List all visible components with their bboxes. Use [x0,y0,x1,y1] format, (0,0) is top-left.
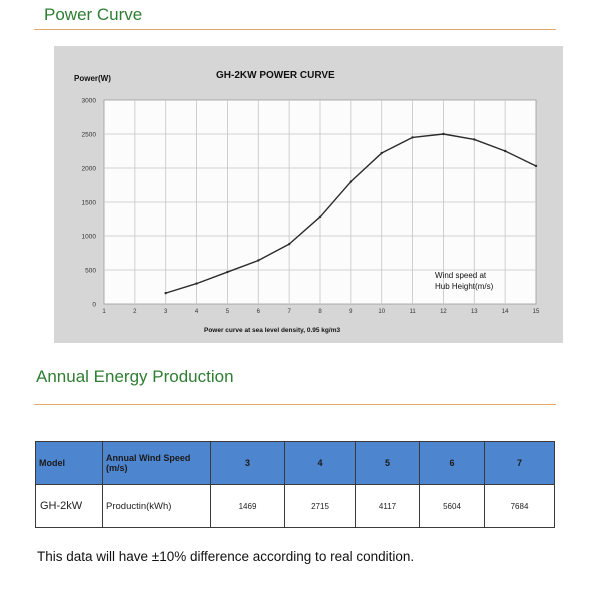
x-tick-label: 5 [226,309,230,315]
table-header-row: Model Annual Wind Speed (m/s) 3 4 5 6 7 [35,441,555,485]
x-tick-label: 8 [318,309,322,315]
y-tick-label: 2500 [82,132,97,139]
power-curve-heading: Power Curve [44,5,143,24]
y-tick-label: 2000 [82,166,97,173]
header-speed-6: 6 [419,441,485,485]
power-data-point [349,180,353,183]
x-tick-label: 2 [133,309,137,315]
power-data-point [411,136,414,139]
header-model: Model [35,441,103,485]
y-axis-top-label: Power(W) [74,74,111,83]
production-label-cell: Productin(kWh) [102,484,211,528]
header-speed-4: 4 [284,441,356,485]
power-data-point [195,282,198,285]
power-data-point [164,291,167,295]
annotation-line-2: Hub Height(m/s) [435,282,494,291]
production-at-4: 2715 [284,484,356,528]
header-speed-5: 5 [355,441,420,485]
x-tick-label: 3 [164,309,168,315]
header-speed-7: 7 [484,441,555,485]
model-cell: GH-2kW [35,484,103,528]
power-data-point [534,164,538,168]
x-tick-label: 6 [257,309,261,315]
chart-title: GH-2KW POWER CURVE [216,70,335,81]
annual-energy-heading: Annual Energy Production [36,367,234,386]
x-tick-label: 7 [287,309,291,315]
power-data-point [226,270,229,274]
power-data-point [380,151,383,155]
x-tick-label: 10 [378,309,385,315]
y-tick-label: 1000 [82,234,97,241]
annual-energy-divider [34,404,556,405]
x-tick-label: 13 [471,309,478,315]
x-tick-label: 12 [440,309,447,315]
y-tick-label: 0 [92,302,96,309]
y-tick-label: 3000 [82,98,97,105]
x-tick-label: 1 [102,309,106,315]
production-at-5: 4117 [355,484,420,528]
y-tick-label: 500 [85,268,96,275]
production-at-7: 7684 [484,484,555,528]
annotation-line-1: Wind speed at [435,271,487,280]
production-at-6: 5604 [419,484,485,528]
power-data-point [318,215,322,219]
y-tick-label: 1500 [82,200,97,207]
power-data-point [257,259,260,262]
header-speed-3: 3 [210,441,285,485]
x-tick-label: 9 [349,309,353,315]
x-tick-label: 14 [502,309,509,315]
x-tick-label: 4 [195,309,199,315]
accuracy-footnote: This data will have ±10% difference acco… [37,549,415,564]
power-data-point [442,132,445,136]
power-data-point [503,149,507,153]
x-tick-label: 15 [533,309,540,315]
table-row: GH-2kW Productin(kWh) 1469 2715 4117 560… [35,484,555,528]
power-data-point [287,242,291,246]
production-at-3: 1469 [210,484,285,528]
power-data-point [473,138,476,141]
x-axis-label: Power curve at sea level density, 0.95 k… [204,327,340,334]
power-curve-divider [34,29,556,30]
annual-energy-table: Model Annual Wind Speed (m/s) 3 4 5 6 7 … [35,441,555,528]
power-curve-chart: 0 500 1000 1500 2000 2500 3000 1 2 3 4 5 6 7 8 9 10 11 12 1… [54,46,563,343]
header-wind-speed: Annual Wind Speed (m/s) [102,441,211,485]
x-tick-label: 11 [409,309,416,315]
